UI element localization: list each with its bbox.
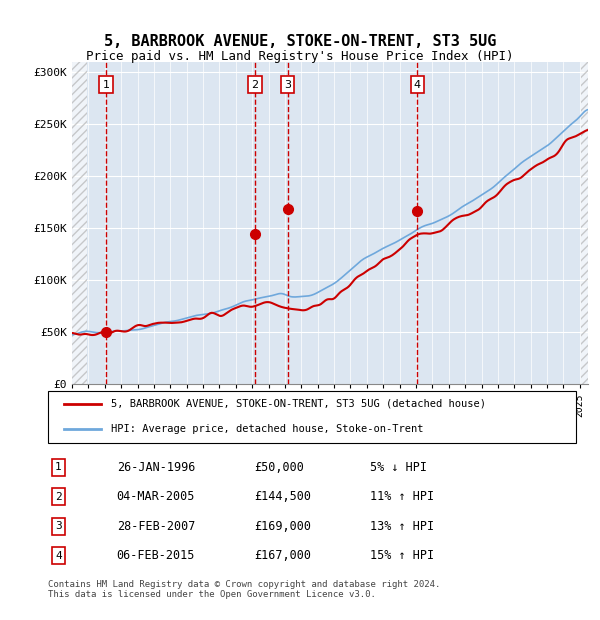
Text: 4: 4 (55, 551, 62, 560)
FancyBboxPatch shape (48, 391, 576, 443)
Bar (72, 62, 87, 384)
Text: 3: 3 (284, 79, 291, 89)
Text: 4: 4 (414, 79, 421, 89)
Text: Contains HM Land Registry data © Crown copyright and database right 2024.
This d: Contains HM Land Registry data © Crown c… (48, 580, 440, 599)
Text: 15% ↑ HPI: 15% ↑ HPI (370, 549, 434, 562)
Text: £144,500: £144,500 (254, 490, 311, 503)
Text: £50,000: £50,000 (254, 461, 304, 474)
Text: £169,000: £169,000 (254, 520, 311, 533)
Text: 2: 2 (251, 79, 259, 89)
Text: 3: 3 (55, 521, 62, 531)
Text: 28-FEB-2007: 28-FEB-2007 (116, 520, 195, 533)
Text: 04-MAR-2005: 04-MAR-2005 (116, 490, 195, 503)
Text: 5, BARBROOK AVENUE, STOKE-ON-TRENT, ST3 5UG: 5, BARBROOK AVENUE, STOKE-ON-TRENT, ST3 … (104, 34, 496, 49)
Text: Price paid vs. HM Land Registry's House Price Index (HPI): Price paid vs. HM Land Registry's House … (86, 50, 514, 63)
Text: 11% ↑ HPI: 11% ↑ HPI (370, 490, 434, 503)
Text: 13% ↑ HPI: 13% ↑ HPI (370, 520, 434, 533)
Text: 26-JAN-1996: 26-JAN-1996 (116, 461, 195, 474)
Text: 06-FEB-2015: 06-FEB-2015 (116, 549, 195, 562)
Text: 2: 2 (55, 492, 62, 502)
Text: 1: 1 (103, 79, 109, 89)
Text: 1: 1 (55, 463, 62, 472)
Text: £167,000: £167,000 (254, 549, 311, 562)
Text: HPI: Average price, detached house, Stoke-on-Trent: HPI: Average price, detached house, Stok… (112, 423, 424, 433)
Text: 5% ↓ HPI: 5% ↓ HPI (370, 461, 427, 474)
Text: 5, BARBROOK AVENUE, STOKE-ON-TRENT, ST3 5UG (detached house): 5, BARBROOK AVENUE, STOKE-ON-TRENT, ST3 … (112, 399, 487, 409)
